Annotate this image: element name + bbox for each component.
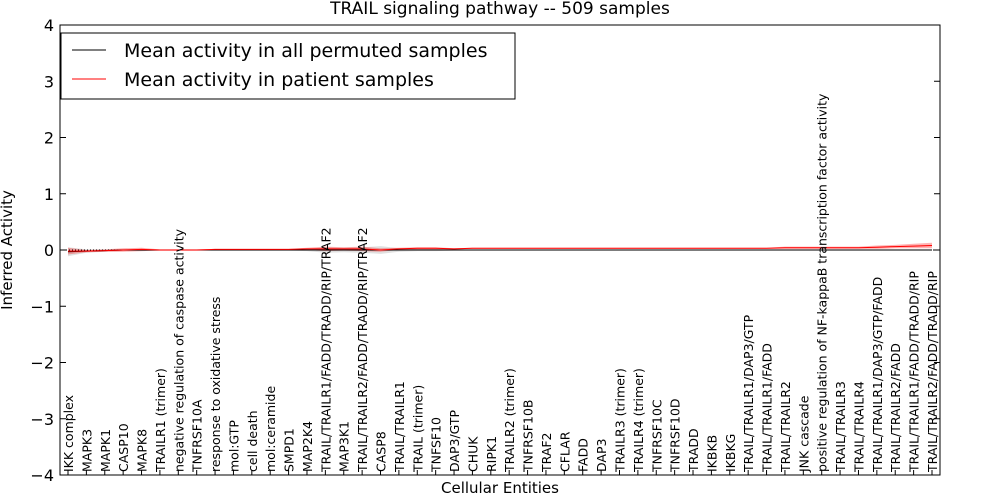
x-tick-label: SMPD1 <box>282 428 297 472</box>
legend: Mean activity in all permuted samples Me… <box>60 32 516 100</box>
series-line-1 <box>68 245 933 252</box>
x-tick-label: TRAF2 <box>539 432 554 473</box>
x-tick-label: MAP2K4 <box>300 421 315 472</box>
y-tick-label: −1 <box>30 297 54 316</box>
x-tick-label: TRAIL/TRAILR2/FADD <box>888 343 903 473</box>
x-tick-label: TRAIL (trimer) <box>410 385 425 473</box>
y-tick-label: 3 <box>44 72 54 91</box>
x-axis-label: Cellular Entities <box>441 479 559 497</box>
x-tick-label: RIPK1 <box>484 436 499 472</box>
x-tick-label: TRADD <box>686 428 701 473</box>
legend-label-permuted: Mean activity in all permuted samples <box>124 40 487 62</box>
x-tick-label: TRAIL/TRAILR1/FADD/TRADD/RIP/TRAF2 <box>318 227 333 473</box>
x-tick-label: CFLAR <box>557 431 572 472</box>
x-tick-label: TRAIL/TRAILR2 <box>778 381 793 473</box>
x-tick-label: TRAILR2 (trimer) <box>502 368 517 473</box>
x-tick-label: MAPK3 <box>79 429 94 472</box>
y-axis-ticks: −4 −3 −2 −1 0 1 2 3 4 <box>30 16 940 485</box>
x-tick-label: TRAIL/TRAILR2/FADD/TRADD/RIP <box>925 271 940 473</box>
x-tick-label: TNFSF10 <box>429 417 444 473</box>
x-tick-label: cell death <box>245 410 260 472</box>
y-tick-label: −3 <box>30 410 54 429</box>
x-tick-label: TRAIL/TRAILR1/FADD <box>760 343 775 473</box>
x-axis-category-labels: IKK complex MAPK3 MAPK1 CASP10 MAPK8 TRAILR1 … <box>61 93 940 475</box>
x-tick-label: JNK cascade <box>796 395 811 473</box>
x-tick-label: TNFRSF10D <box>668 398 683 473</box>
plot-frame <box>59 24 941 476</box>
x-tick-label: MAPK8 <box>135 429 150 472</box>
x-tick-label: TRAIL/TRAILR1 <box>392 381 407 473</box>
chart-title: TRAIL signaling pathway -- 509 samples <box>329 0 670 19</box>
x-tick-label: positive regulation of NF-kappaB transcr… <box>815 93 830 472</box>
x-tick-label: FADD <box>576 438 591 472</box>
x-tick-label: TRAIL/TRAILR1/DAP3/GTP <box>741 314 756 473</box>
x-tick-label: TRAIL/TRAILR1/FADD/TRADD/RIP <box>907 271 922 473</box>
x-tick-label: TRAIL/TRAILR1/DAP3/GTP/FADD <box>870 277 885 473</box>
y-tick-label: −2 <box>30 354 54 373</box>
x-tick-label: TRAILR3 (trimer) <box>613 368 628 473</box>
x-tick-label: CASP10 <box>116 423 131 472</box>
x-tick-label: IKBKG <box>723 434 738 472</box>
x-tick-label: TRAILR4 (trimer) <box>631 368 646 473</box>
x-tick-label: mol:ceramide <box>263 386 278 472</box>
x-tick-label: negative regulation of caspase activity <box>171 228 186 472</box>
x-tick-label: IKK complex <box>61 395 76 472</box>
x-tick-label: CHUK <box>465 436 480 472</box>
y-tick-label: 4 <box>44 16 54 35</box>
x-tick-label: mol:GTP <box>226 420 241 472</box>
x-tick-label: TRAIL/TRAILR3 <box>833 381 848 473</box>
y-tick-label: 1 <box>44 185 54 204</box>
x-tick-label: response to oxidative stress <box>208 297 223 472</box>
legend-label-patient: Mean activity in patient samples <box>124 69 434 91</box>
x-tick-label: MAPK1 <box>98 429 113 472</box>
confidence-bands <box>68 242 932 257</box>
x-tick-label: TRAIL/TRAILR4 <box>852 381 867 473</box>
x-tick-label: TNFRSF10B <box>521 400 536 473</box>
x-tick-label: MAP3K1 <box>337 421 352 472</box>
y-axis-label: Inferred Activity <box>0 190 16 310</box>
x-tick-label: DAP3 <box>594 439 609 472</box>
x-tick-label: CASP8 <box>374 431 389 472</box>
y-tick-label: 2 <box>44 129 54 148</box>
x-tick-label: TNFRSF10A <box>190 399 205 473</box>
x-tick-label: TNFRSF10C <box>649 399 664 473</box>
x-tick-label: TRAILR1 (trimer) <box>153 368 168 473</box>
x-tick-label: IKBKB <box>704 435 719 472</box>
series-lines <box>67 245 933 253</box>
x-tick-label: TRAIL/TRAILR2/FADD/TRADD/RIP/TRAF2 <box>355 227 370 473</box>
y-tick-label: 0 <box>44 241 54 260</box>
y-tick-label: −4 <box>30 466 54 485</box>
legend-box <box>60 32 516 100</box>
x-tick-label: DAP3/GTP <box>447 409 462 472</box>
